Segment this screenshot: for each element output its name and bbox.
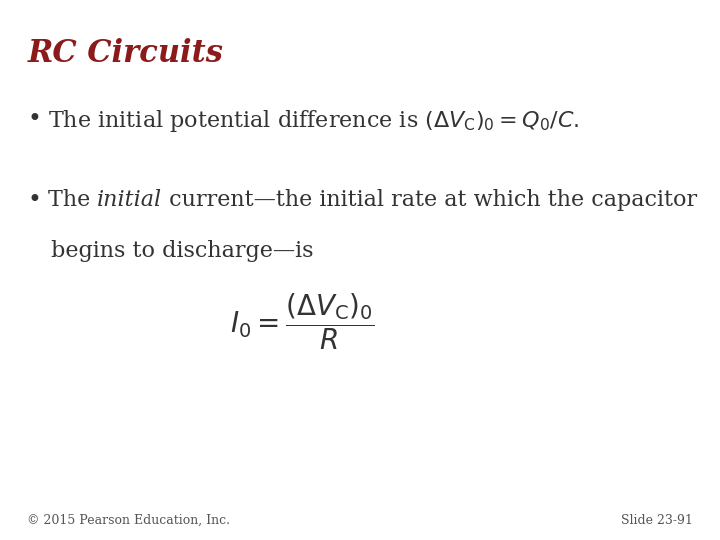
Text: •: • [27, 108, 41, 131]
Text: initial: initial [97, 189, 162, 211]
Text: begins to discharge—is: begins to discharge—is [51, 240, 314, 262]
Text: current—the initial rate at which the capacitor: current—the initial rate at which the ca… [162, 189, 697, 211]
Text: The initial potential difference is $(\Delta V_\mathrm{C})_0 = Q_0/C.$: The initial potential difference is $(\D… [48, 108, 579, 134]
Text: $I_0 = \dfrac{(\Delta V_\mathrm{C})_0}{R}$: $I_0 = \dfrac{(\Delta V_\mathrm{C})_0}{R… [230, 292, 375, 352]
Text: The: The [48, 189, 97, 211]
Text: •: • [27, 189, 41, 212]
Text: © 2015 Pearson Education, Inc.: © 2015 Pearson Education, Inc. [27, 514, 230, 526]
Text: RC Circuits: RC Circuits [27, 38, 223, 69]
Text: Slide 23-91: Slide 23-91 [621, 514, 693, 526]
